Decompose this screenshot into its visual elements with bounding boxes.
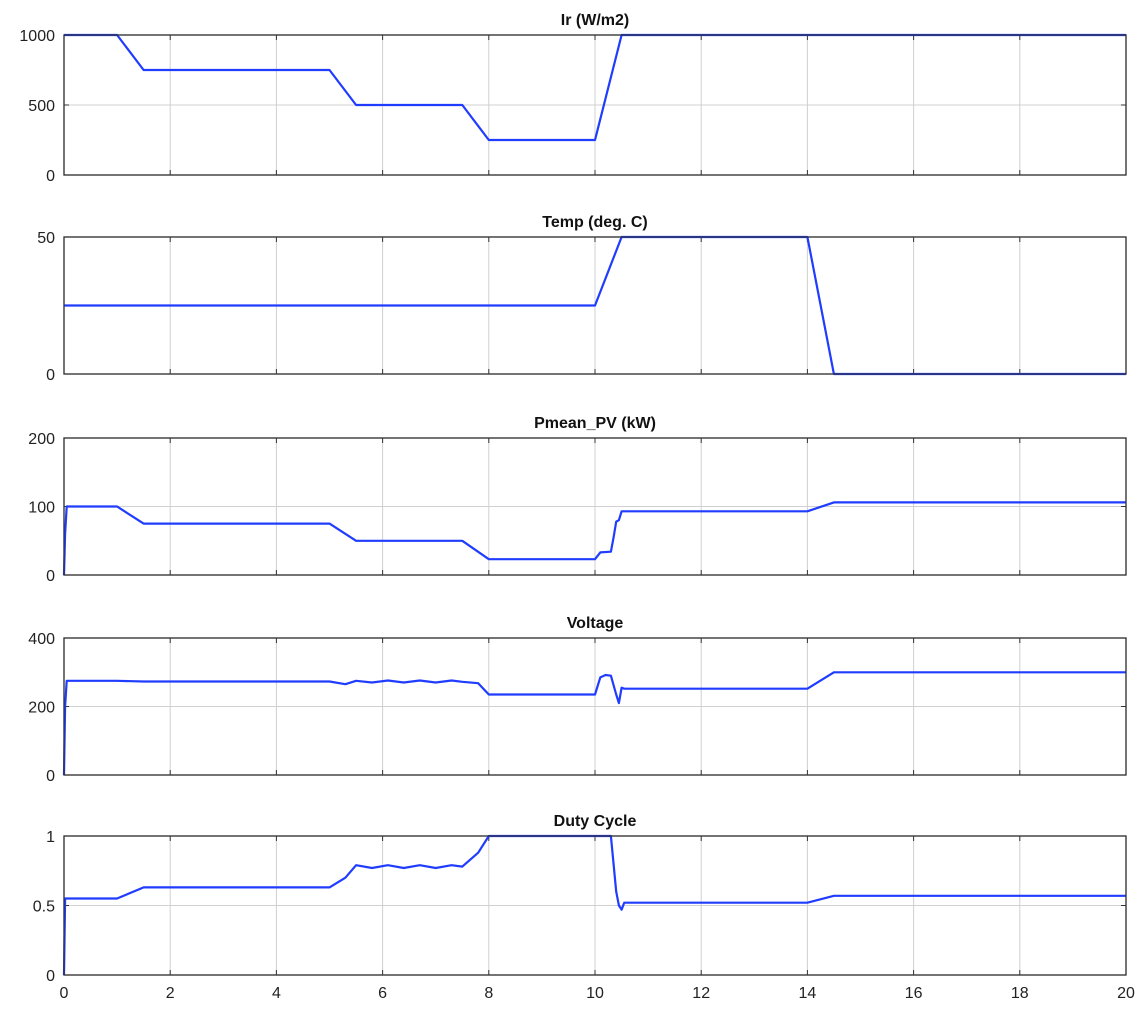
y-tick-label: 50 [37, 230, 55, 247]
y-tick-label: 400 [28, 631, 55, 648]
x-tick-label: 0 [60, 985, 69, 1002]
y-tick-label: 0.5 [33, 899, 55, 916]
y-tick-label: 1 [46, 829, 55, 846]
x-tick-label: 10 [586, 985, 604, 1002]
chart-title: Pmean_PV (kW) [534, 415, 656, 432]
series-line-1 [64, 33, 1126, 142]
series-line-1 [62, 671, 1126, 776]
x-tick-label: 20 [1117, 985, 1135, 1002]
chart-panel-4: 0 200 400 Voltage [28, 615, 1127, 785]
series-line-1 [62, 501, 1126, 576]
x-tick-label: 12 [692, 985, 710, 1002]
y-tick-label: 100 [28, 500, 55, 517]
chart-panel-2: 0 50 Temp (deg. C) [37, 214, 1127, 384]
chart-panel-1: 0 500 1000 Ir (W/m2) [19, 12, 1127, 185]
y-tick-label: 0 [46, 968, 55, 985]
x-tick-label: 14 [799, 985, 817, 1002]
x-tick-label: 8 [484, 985, 493, 1002]
chart-title: Ir (W/m2) [561, 12, 629, 29]
x-tick-label: 4 [272, 985, 281, 1002]
y-tick-label: 0 [46, 568, 55, 585]
axes-frame [63, 34, 1127, 176]
y-tick-label: 500 [28, 98, 55, 115]
y-tick-label: 0 [46, 768, 55, 785]
chart-title: Voltage [567, 615, 624, 632]
y-tick-label: 200 [28, 431, 55, 448]
series-line-1 [62, 834, 1126, 976]
x-tick-label: 2 [166, 985, 175, 1002]
x-tick-label: 16 [905, 985, 923, 1002]
axes-frame [63, 437, 1127, 576]
y-tick-label: 0 [46, 367, 55, 384]
chart-title: Temp (deg. C) [542, 214, 647, 231]
axes-frame [63, 637, 1127, 776]
y-tick-label: 200 [28, 700, 55, 717]
chart-title: Duty Cycle [554, 813, 637, 830]
x-tick-label: 6 [378, 985, 387, 1002]
chart-panel-3: 0 100 200 Pmean_PV (kW) [28, 415, 1127, 585]
x-tick-label: 18 [1011, 985, 1029, 1002]
axes-frame [63, 835, 1127, 976]
axes-frame [63, 236, 1127, 375]
y-tick-label: 1000 [19, 28, 55, 45]
y-tick-label: 0 [46, 168, 55, 185]
